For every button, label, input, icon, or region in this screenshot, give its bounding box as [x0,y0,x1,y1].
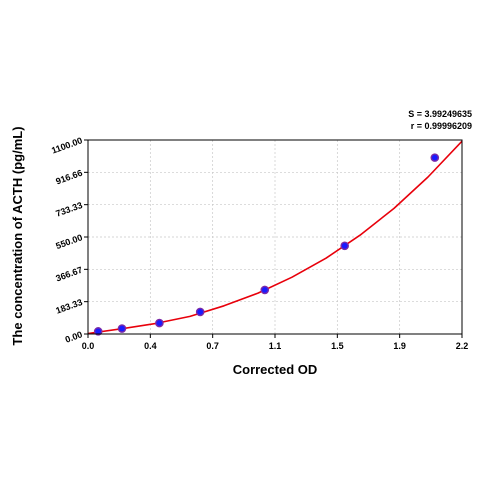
data-point [117,324,127,333]
y-tick-label: 0.00 [64,329,84,344]
y-tick-label: 550.00 [54,232,83,251]
grid-layer [88,139,463,334]
x-tick-label: 2.2 [456,341,469,351]
y-axis-title: The concentration of ACTH (pg/mL) [10,126,25,345]
x-tick-label: 0.7 [206,341,219,351]
x-tick-label: 0.4 [144,341,157,351]
data-point [195,307,205,317]
y-tick-label: 183.33 [54,297,83,316]
data-point [93,327,103,336]
r-value: r = 0.99996209 [410,121,472,131]
x-tick-label: 1.1 [269,341,282,351]
y-tick-label: 733.33 [54,200,83,219]
y-tick-label: 366.67 [54,265,83,284]
data-point [340,241,350,251]
x-tick-label: 0.0 [82,341,95,351]
s-value: S = 3.99249635 [408,109,472,119]
data-point [260,285,270,295]
fit-curve [87,140,463,335]
points-layer [93,153,440,336]
x-tick-label: 1.9 [393,341,406,351]
data-point [430,153,440,162]
fit-curve-layer [87,140,463,335]
y-tick-label: 1100.00 [50,135,84,155]
y-tick-label: 916.66 [54,168,83,187]
data-point [155,318,164,328]
x-axis-title: Corrected OD [233,362,318,377]
axes-layer: 0.0 0.4 0.7 1.1 1.5 1.9 2.2 0.00 183.33 366.67 550… [50,135,468,351]
x-tick-label: 1.5 [331,341,344,351]
